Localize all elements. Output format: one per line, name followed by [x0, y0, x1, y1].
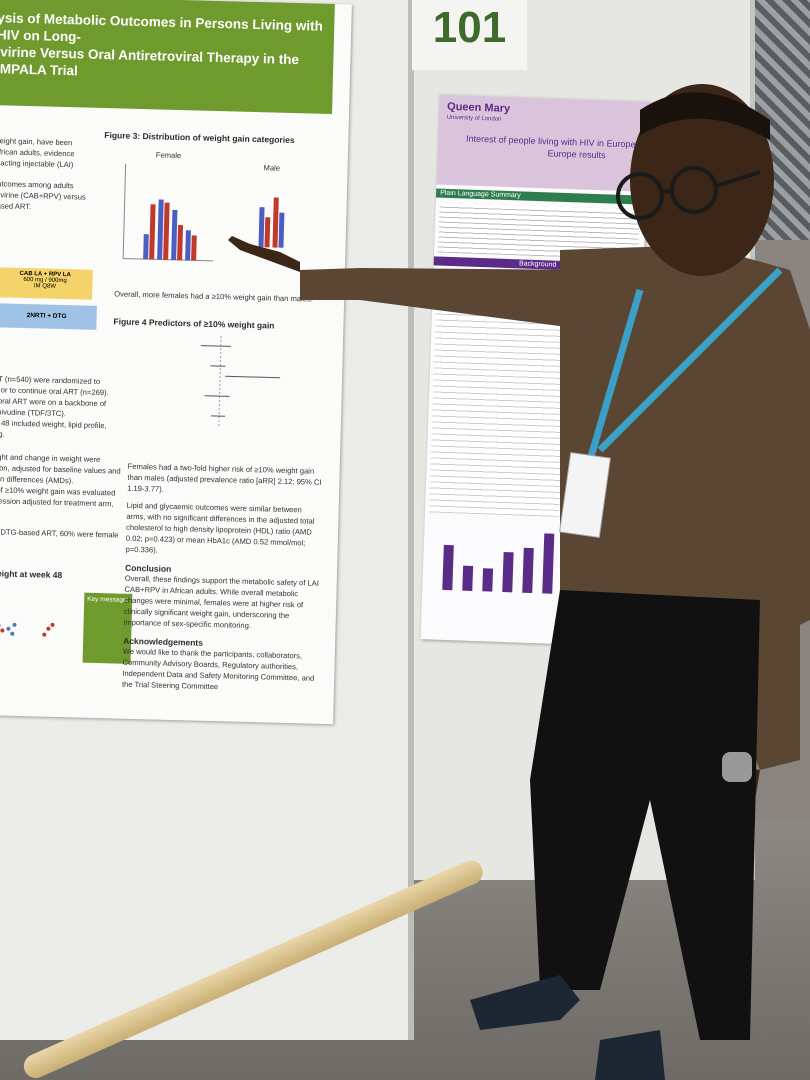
bar-figure [122, 163, 285, 262]
left-poster: ysis of Metabolic Outcomes in Persons Li… [0, 0, 352, 725]
shoe [470, 975, 580, 1030]
scatter-figure [0, 622, 55, 637]
figure-dots [0, 622, 55, 637]
arm [300, 268, 600, 330]
watch [722, 752, 752, 782]
lanyard [586, 267, 783, 461]
trousers [530, 590, 760, 1040]
bar-figure [442, 533, 555, 594]
board-number: 101 [412, 0, 527, 70]
glasses [616, 166, 761, 220]
hand [228, 236, 300, 272]
bars [143, 197, 285, 261]
head [630, 84, 774, 276]
forest-plot [200, 336, 281, 427]
badge [559, 452, 611, 538]
right-poster: Queen Mary University of London Interest… [420, 94, 698, 647]
hair [640, 92, 770, 140]
shoe [595, 1030, 665, 1080]
